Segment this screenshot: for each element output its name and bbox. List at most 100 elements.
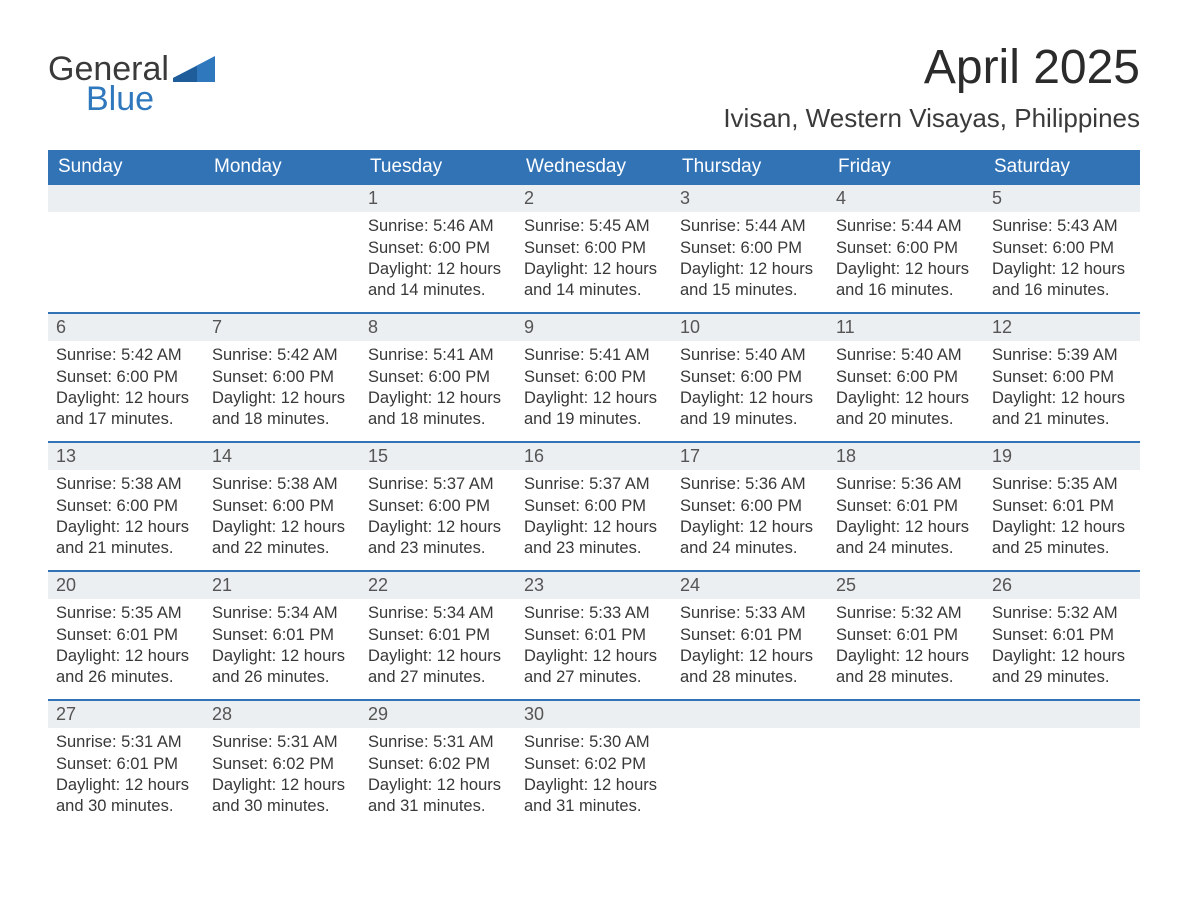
calendar-day-cell: 6Sunrise: 5:42 AMSunset: 6:00 PMDaylight… xyxy=(48,314,204,442)
calendar-day-cell: 14Sunrise: 5:38 AMSunset: 6:00 PMDayligh… xyxy=(204,443,360,571)
day-details: Sunrise: 5:36 AMSunset: 6:00 PMDaylight:… xyxy=(672,470,828,562)
day-details: Sunrise: 5:37 AMSunset: 6:00 PMDaylight:… xyxy=(516,470,672,562)
daylight-line: Daylight: 12 hours and 30 minutes. xyxy=(56,775,196,817)
sunrise-line: Sunrise: 5:31 AM xyxy=(368,732,508,753)
sunrise-line: Sunrise: 5:32 AM xyxy=(836,603,976,624)
day-details: Sunrise: 5:33 AMSunset: 6:01 PMDaylight:… xyxy=(672,599,828,691)
calendar-day-cell: 30Sunrise: 5:30 AMSunset: 6:02 PMDayligh… xyxy=(516,701,672,829)
day-details: Sunrise: 5:40 AMSunset: 6:00 PMDaylight:… xyxy=(828,341,984,433)
sunrise-line: Sunrise: 5:44 AM xyxy=(836,216,976,237)
day-number: 18 xyxy=(828,443,984,471)
sunset-line: Sunset: 6:00 PM xyxy=(368,238,508,259)
sunrise-line: Sunrise: 5:35 AM xyxy=(992,474,1132,495)
day-details: Sunrise: 5:31 AMSunset: 6:02 PMDaylight:… xyxy=(204,728,360,820)
day-number-empty xyxy=(984,701,1140,729)
sunrise-line: Sunrise: 5:32 AM xyxy=(992,603,1132,624)
day-number: 26 xyxy=(984,572,1140,600)
day-details: Sunrise: 5:33 AMSunset: 6:01 PMDaylight:… xyxy=(516,599,672,691)
daylight-line: Daylight: 12 hours and 18 minutes. xyxy=(368,388,508,430)
day-details: Sunrise: 5:30 AMSunset: 6:02 PMDaylight:… xyxy=(516,728,672,820)
calendar-day-cell: 16Sunrise: 5:37 AMSunset: 6:00 PMDayligh… xyxy=(516,443,672,571)
daylight-line: Daylight: 12 hours and 31 minutes. xyxy=(368,775,508,817)
day-number-empty xyxy=(828,701,984,729)
sunset-line: Sunset: 6:00 PM xyxy=(212,367,352,388)
calendar-day-cell: 12Sunrise: 5:39 AMSunset: 6:00 PMDayligh… xyxy=(984,314,1140,442)
sunset-line: Sunset: 6:01 PM xyxy=(680,625,820,646)
calendar-day-cell: 28Sunrise: 5:31 AMSunset: 6:02 PMDayligh… xyxy=(204,701,360,829)
sunset-line: Sunset: 6:01 PM xyxy=(992,625,1132,646)
day-number: 1 xyxy=(360,185,516,213)
calendar-day-cell: 17Sunrise: 5:36 AMSunset: 6:00 PMDayligh… xyxy=(672,443,828,571)
daylight-line: Daylight: 12 hours and 14 minutes. xyxy=(524,259,664,301)
sunrise-line: Sunrise: 5:30 AM xyxy=(524,732,664,753)
daylight-line: Daylight: 12 hours and 19 minutes. xyxy=(524,388,664,430)
brand-flag-icon xyxy=(173,56,215,82)
daylight-line: Daylight: 12 hours and 24 minutes. xyxy=(836,517,976,559)
daylight-line: Daylight: 12 hours and 21 minutes. xyxy=(992,388,1132,430)
sunrise-line: Sunrise: 5:38 AM xyxy=(56,474,196,495)
sunset-line: Sunset: 6:02 PM xyxy=(368,754,508,775)
weekday-header: Tuesday xyxy=(360,150,516,185)
day-number: 28 xyxy=(204,701,360,729)
day-details: Sunrise: 5:46 AMSunset: 6:00 PMDaylight:… xyxy=(360,212,516,304)
sunset-line: Sunset: 6:00 PM xyxy=(680,367,820,388)
day-number: 9 xyxy=(516,314,672,342)
daylight-line: Daylight: 12 hours and 22 minutes. xyxy=(212,517,352,559)
day-number: 13 xyxy=(48,443,204,471)
day-number-empty xyxy=(48,185,204,213)
calendar-week: 27Sunrise: 5:31 AMSunset: 6:01 PMDayligh… xyxy=(48,701,1140,829)
day-details: Sunrise: 5:34 AMSunset: 6:01 PMDaylight:… xyxy=(360,599,516,691)
sunrise-line: Sunrise: 5:34 AM xyxy=(368,603,508,624)
sunset-line: Sunset: 6:02 PM xyxy=(524,754,664,775)
day-details: Sunrise: 5:41 AMSunset: 6:00 PMDaylight:… xyxy=(516,341,672,433)
day-number: 15 xyxy=(360,443,516,471)
calendar-day-cell: 2Sunrise: 5:45 AMSunset: 6:00 PMDaylight… xyxy=(516,185,672,313)
day-details: Sunrise: 5:38 AMSunset: 6:00 PMDaylight:… xyxy=(204,470,360,562)
calendar-day-cell: 4Sunrise: 5:44 AMSunset: 6:00 PMDaylight… xyxy=(828,185,984,313)
day-details: Sunrise: 5:40 AMSunset: 6:00 PMDaylight:… xyxy=(672,341,828,433)
daylight-line: Daylight: 12 hours and 23 minutes. xyxy=(368,517,508,559)
weekday-header: Sunday xyxy=(48,150,204,185)
sunrise-line: Sunrise: 5:44 AM xyxy=(680,216,820,237)
day-details: Sunrise: 5:35 AMSunset: 6:01 PMDaylight:… xyxy=(48,599,204,691)
calendar-day-cell: 3Sunrise: 5:44 AMSunset: 6:00 PMDaylight… xyxy=(672,185,828,313)
sunrise-line: Sunrise: 5:41 AM xyxy=(368,345,508,366)
day-details: Sunrise: 5:34 AMSunset: 6:01 PMDaylight:… xyxy=(204,599,360,691)
sunrise-line: Sunrise: 5:33 AM xyxy=(680,603,820,624)
daylight-line: Daylight: 12 hours and 16 minutes. xyxy=(836,259,976,301)
day-number: 10 xyxy=(672,314,828,342)
daylight-line: Daylight: 12 hours and 20 minutes. xyxy=(836,388,976,430)
sunset-line: Sunset: 6:00 PM xyxy=(992,238,1132,259)
daylight-line: Daylight: 12 hours and 26 minutes. xyxy=(212,646,352,688)
daylight-line: Daylight: 12 hours and 25 minutes. xyxy=(992,517,1132,559)
sunrise-line: Sunrise: 5:46 AM xyxy=(368,216,508,237)
day-details: Sunrise: 5:41 AMSunset: 6:00 PMDaylight:… xyxy=(360,341,516,433)
sunset-line: Sunset: 6:00 PM xyxy=(524,496,664,517)
weekday-header: Wednesday xyxy=(516,150,672,185)
calendar-day-cell: 15Sunrise: 5:37 AMSunset: 6:00 PMDayligh… xyxy=(360,443,516,571)
calendar-day-cell xyxy=(828,701,984,829)
daylight-line: Daylight: 12 hours and 14 minutes. xyxy=(368,259,508,301)
sunrise-line: Sunrise: 5:42 AM xyxy=(212,345,352,366)
sunrise-line: Sunrise: 5:36 AM xyxy=(836,474,976,495)
day-number: 24 xyxy=(672,572,828,600)
day-number: 16 xyxy=(516,443,672,471)
calendar-day-cell: 22Sunrise: 5:34 AMSunset: 6:01 PMDayligh… xyxy=(360,572,516,700)
sunrise-line: Sunrise: 5:34 AM xyxy=(212,603,352,624)
daylight-line: Daylight: 12 hours and 31 minutes. xyxy=(524,775,664,817)
weekday-header: Monday xyxy=(204,150,360,185)
sunset-line: Sunset: 6:01 PM xyxy=(212,625,352,646)
daylight-line: Daylight: 12 hours and 28 minutes. xyxy=(836,646,976,688)
sunset-line: Sunset: 6:01 PM xyxy=(836,496,976,517)
calendar-day-cell: 27Sunrise: 5:31 AMSunset: 6:01 PMDayligh… xyxy=(48,701,204,829)
daylight-line: Daylight: 12 hours and 21 minutes. xyxy=(56,517,196,559)
day-number-empty xyxy=(204,185,360,213)
sunset-line: Sunset: 6:00 PM xyxy=(524,238,664,259)
sunrise-line: Sunrise: 5:39 AM xyxy=(992,345,1132,366)
calendar-day-cell: 7Sunrise: 5:42 AMSunset: 6:00 PMDaylight… xyxy=(204,314,360,442)
day-details: Sunrise: 5:35 AMSunset: 6:01 PMDaylight:… xyxy=(984,470,1140,562)
calendar-day-cell: 11Sunrise: 5:40 AMSunset: 6:00 PMDayligh… xyxy=(828,314,984,442)
calendar-day-cell: 1Sunrise: 5:46 AMSunset: 6:00 PMDaylight… xyxy=(360,185,516,313)
sunset-line: Sunset: 6:01 PM xyxy=(368,625,508,646)
sunset-line: Sunset: 6:00 PM xyxy=(56,496,196,517)
